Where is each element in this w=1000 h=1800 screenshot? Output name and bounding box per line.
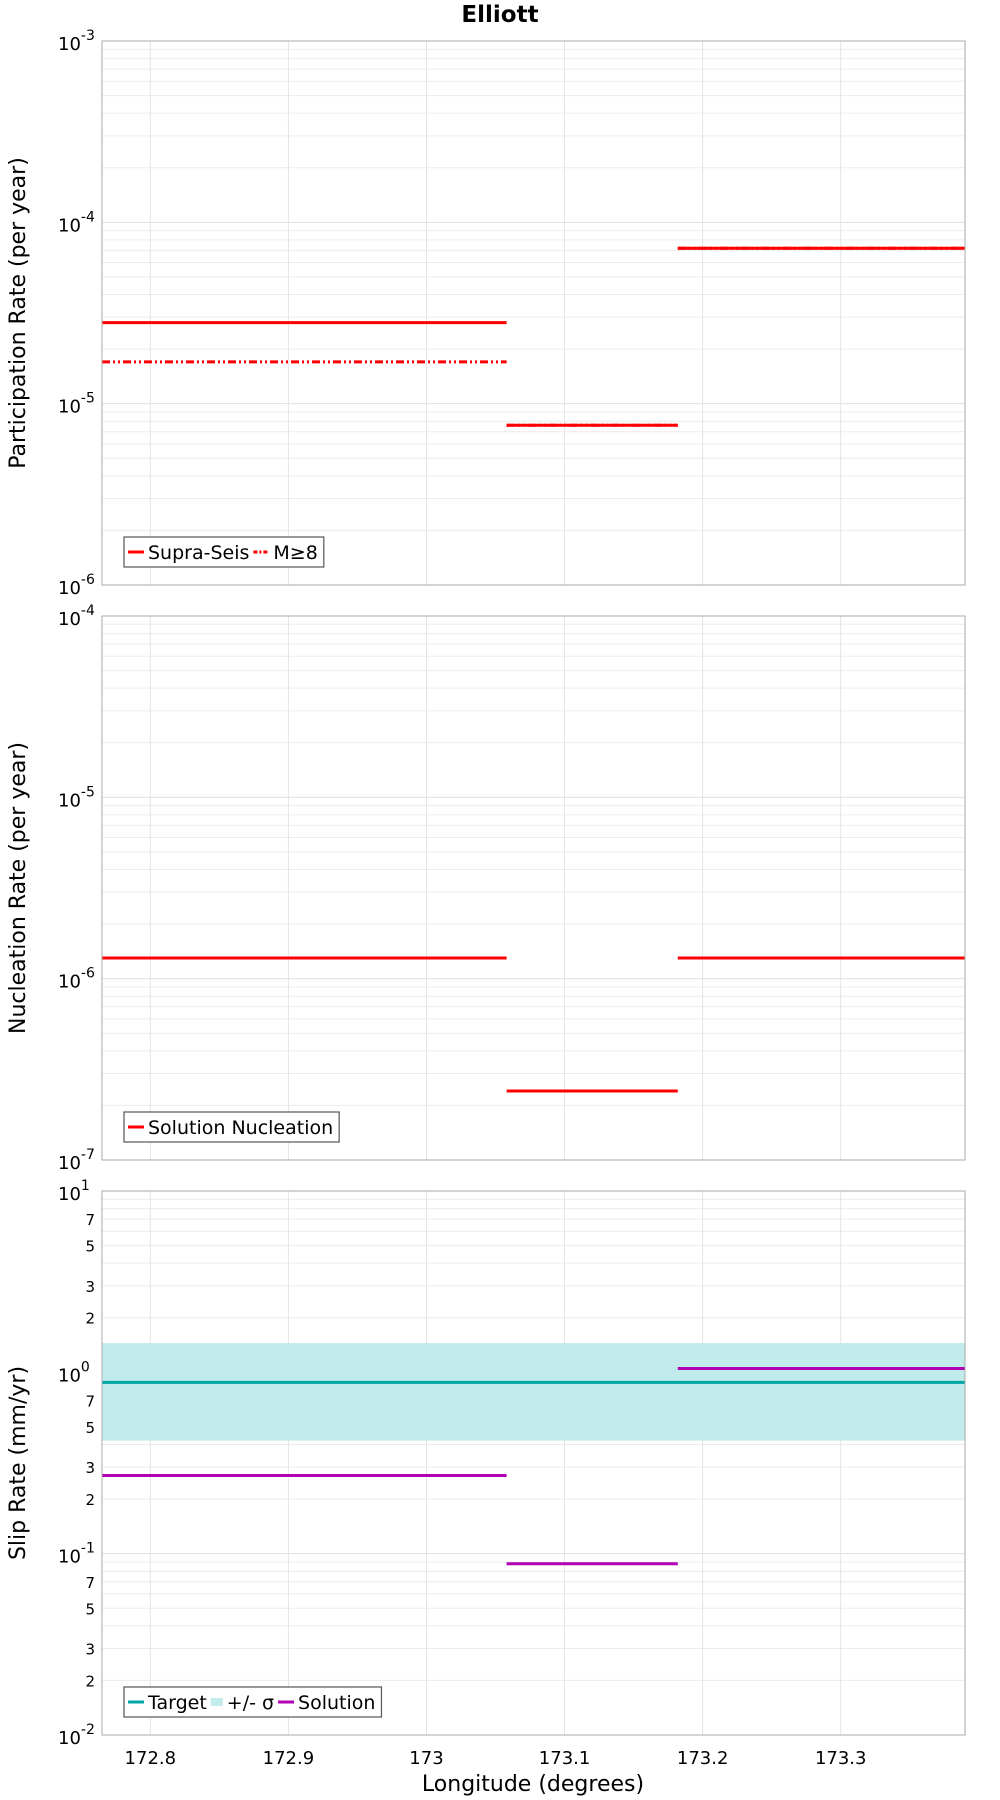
y-axis-label: Nucleation Rate (per year) bbox=[6, 742, 31, 1034]
y-minor-tick-label: 2 bbox=[85, 1310, 95, 1328]
legend: Solution Nucleation bbox=[123, 1111, 340, 1143]
y-tick-label: 10-7 bbox=[58, 1147, 95, 1174]
series-solution bbox=[102, 1366, 965, 1566]
plot-frame bbox=[101, 40, 966, 586]
x-tick-label: 173 bbox=[409, 1748, 443, 1769]
y-tick-label: 10-2 bbox=[58, 1722, 95, 1749]
y-tick-label: 10-3 bbox=[58, 28, 95, 55]
legend-label: M≥8 bbox=[273, 542, 317, 564]
legend-label: Target bbox=[147, 1692, 207, 1714]
plot-area bbox=[102, 41, 965, 585]
x-tick-label: 173.1 bbox=[539, 1748, 591, 1769]
y-tick-label: 10-6 bbox=[58, 966, 95, 993]
legend-label: Supra-Seis bbox=[148, 542, 249, 564]
legend-swatch bbox=[210, 1698, 223, 1706]
y-minor-tick-label: 7 bbox=[85, 1392, 95, 1410]
y-tick-label: 10-4 bbox=[58, 209, 95, 236]
y-axis-label: Slip Rate (mm/yr) bbox=[6, 1366, 31, 1560]
panels: 10-6 10-5 10-4 10-3 Participation Rate (per … bbox=[6, 28, 966, 1769]
series-solution-nucleation bbox=[102, 956, 965, 1093]
legend: Target +/- σ Solution bbox=[123, 1686, 383, 1718]
y-tick-label: 101 bbox=[58, 1178, 90, 1205]
y-minor-tick-label: 3 bbox=[85, 1459, 95, 1477]
series-m-8 bbox=[102, 246, 965, 427]
x-tick-label: 173.3 bbox=[815, 1748, 867, 1769]
x-axis-label: Longitude (degrees) bbox=[422, 1772, 644, 1797]
y-tick-label: 10-4 bbox=[58, 603, 95, 630]
y-tick-label: 10-6 bbox=[58, 572, 95, 599]
y-minor-tick-label: 5 bbox=[85, 1600, 95, 1618]
legend-label: +/- σ bbox=[227, 1692, 274, 1714]
legend-label: Solution bbox=[298, 1692, 375, 1714]
y-minor-tick-label: 7 bbox=[85, 1211, 95, 1229]
y-minor-tick-label: 5 bbox=[85, 1419, 95, 1437]
legend: Supra-Seis M≥8 bbox=[123, 536, 325, 568]
legend-box bbox=[123, 536, 325, 568]
y-minor-tick-label: 7 bbox=[85, 1574, 95, 1592]
sigma-band bbox=[102, 1343, 965, 1441]
y-minor-tick-label: 5 bbox=[85, 1238, 95, 1256]
chart-title: Elliott bbox=[461, 2, 538, 28]
y-tick-label: 10-5 bbox=[58, 391, 95, 418]
panel-1: 10-6 10-5 10-4 10-3 Participation Rate (per … bbox=[6, 28, 966, 599]
y-minor-tick-label: 3 bbox=[85, 1640, 95, 1658]
y-minor-tick-label: 2 bbox=[85, 1672, 95, 1690]
y-minor-tick-label: 2 bbox=[85, 1491, 95, 1509]
y-tick-label: 10-1 bbox=[58, 1541, 95, 1568]
plot-frame bbox=[101, 615, 966, 1161]
y-minor-tick-label: 3 bbox=[85, 1278, 95, 1296]
y-tick-label: 10-5 bbox=[58, 784, 95, 811]
y-tick-label: 100 bbox=[58, 1359, 90, 1386]
y-axis-label: Participation Rate (per year) bbox=[6, 157, 31, 469]
legend-box bbox=[123, 1111, 340, 1143]
x-tick-label: 173.2 bbox=[677, 1748, 729, 1769]
plot-area bbox=[102, 616, 965, 1160]
legend-label: Solution Nucleation bbox=[148, 1117, 333, 1139]
panel-2: 10-7 10-6 10-5 10-4 Nucleation Rate (per yea… bbox=[6, 603, 966, 1174]
x-tick-label: 172.8 bbox=[125, 1748, 177, 1769]
plot-area bbox=[102, 1191, 965, 1735]
legend-box bbox=[123, 1686, 383, 1718]
panel-3: 10-2 10-1 100 101 2 3 5 7 2 3 5 7 2 3 5 7 Slip Rate (mm/… bbox=[6, 1178, 966, 1769]
x-tick-label: 172.9 bbox=[263, 1748, 315, 1769]
plot-frame bbox=[101, 1190, 966, 1736]
